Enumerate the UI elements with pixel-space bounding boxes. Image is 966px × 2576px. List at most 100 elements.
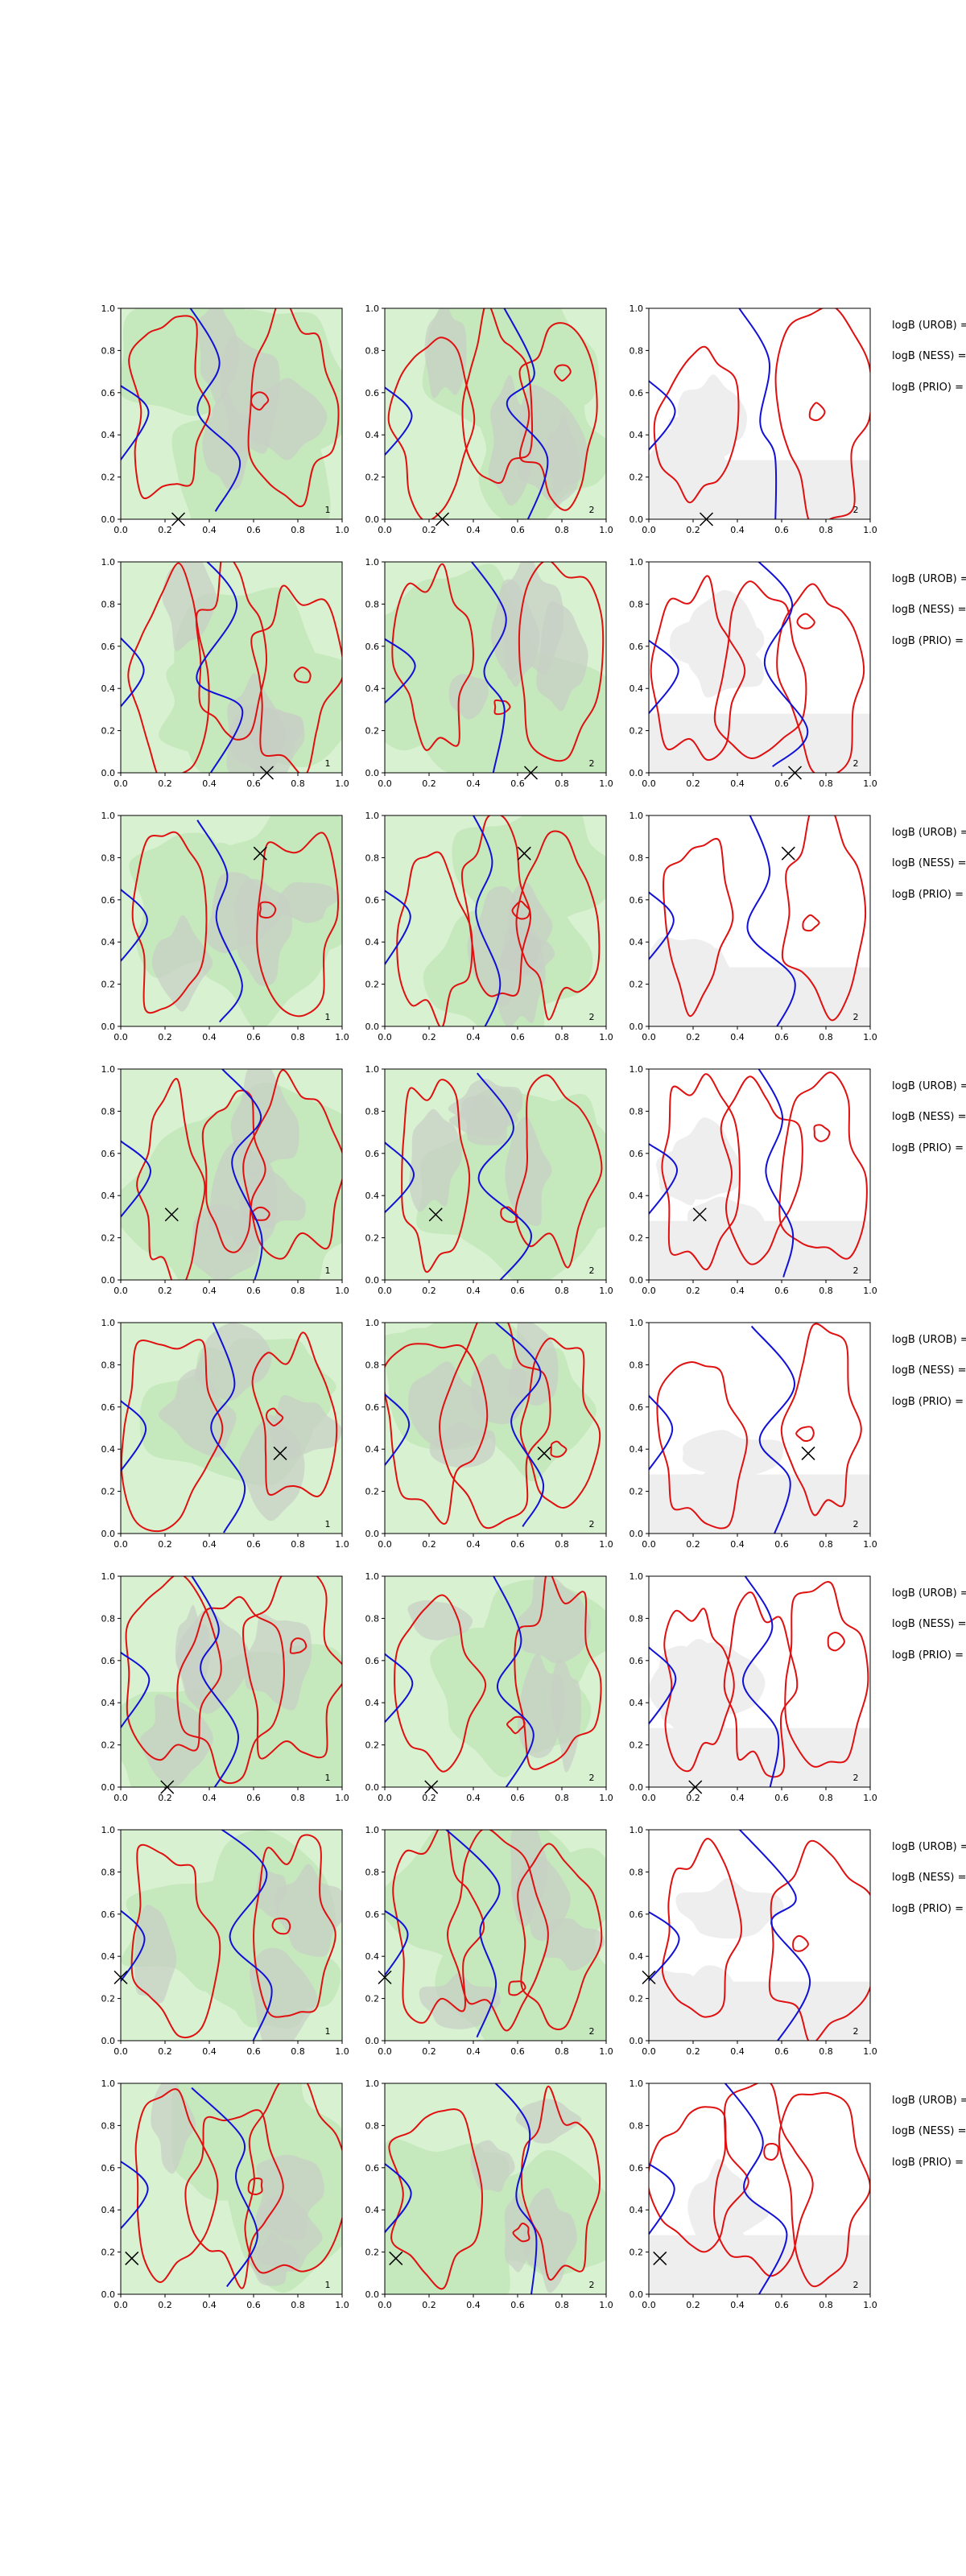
red-contour-line — [195, 562, 268, 741]
x-tick-label: 0.0 — [378, 525, 392, 535]
y-tick-label: 0.4 — [630, 937, 644, 947]
x-tick-label: 0.2 — [158, 525, 172, 535]
y-tick-label: 1.0 — [101, 1571, 116, 1582]
y-tick-label: 0.2 — [365, 726, 380, 737]
y-tick-label: 1.0 — [365, 1825, 380, 1835]
filled-contour — [515, 2099, 582, 2144]
y-tick-label: 0.4 — [630, 1698, 644, 1708]
y-tick-label: 0.2 — [101, 2248, 116, 2258]
red-contour-line — [394, 1594, 487, 1773]
x-tick-label: 0.6 — [774, 1539, 789, 1550]
x-tick-label: 0.2 — [422, 1539, 436, 1550]
y-tick-label: 1.0 — [365, 1571, 380, 1582]
red-contour-line — [242, 1576, 342, 1760]
red-contour-line — [201, 1089, 266, 1253]
y-tick-label: 0.4 — [630, 1191, 644, 1201]
filled-contour — [448, 1095, 518, 1138]
side-label: logB (UROB) = — [892, 827, 966, 839]
red-contour-line — [439, 1323, 551, 1530]
y-tick-label: 0.0 — [630, 514, 644, 525]
axes-frame — [648, 815, 871, 1027]
subplot-r4-c2: 0.00.0 0.2 0.2 0.4 0.4 0.6 0.6 0.8 0.8 1.0 1.0 2 — [365, 1064, 613, 1296]
y-tick-label: 0.8 — [101, 599, 116, 609]
blue-contour-line — [121, 637, 145, 708]
x-tick-label: 1.0 — [863, 1539, 877, 1550]
y-tick-label: 1.0 — [365, 1064, 380, 1075]
red-contour-line — [514, 1074, 603, 1269]
x-tick-label: 0.8 — [819, 1539, 833, 1550]
x-tick-label: 0.8 — [291, 1539, 305, 1550]
red-contour-line — [244, 2083, 342, 2274]
y-tick-label: 0.6 — [101, 1656, 116, 1666]
y-tick-label: 0.6 — [101, 1909, 116, 1920]
x-tick-label: 0.4 — [202, 1539, 217, 1550]
x-tick-label: 0.2 — [686, 1286, 700, 1296]
y-tick-label: 0.0 — [101, 2036, 116, 2046]
x-tick-label: 0.0 — [114, 525, 128, 535]
y-tick-label: 0.0 — [365, 768, 380, 778]
side-label: logB (NESS) = — [892, 1618, 966, 1630]
blue-contour-line — [121, 1140, 152, 1219]
y-tick-label: 0.2 — [101, 1487, 116, 1497]
side-label: logB (UROB) = — [892, 2095, 966, 2107]
red-contour-line — [293, 667, 312, 683]
axes-frame — [384, 1322, 607, 1534]
side-labels-r4: logB (UROB) = logB (NESS) = logB (PRIO) = — [892, 1080, 966, 1154]
y-tick-label: 0.8 — [365, 599, 380, 609]
y-tick-label: 0.0 — [630, 768, 644, 778]
filled-contour — [488, 374, 534, 506]
y-tick-label: 0.2 — [101, 1233, 116, 1244]
blue-contour-line — [121, 888, 148, 963]
plot-area — [121, 1323, 342, 1534]
y-tick-label: 0.2 — [101, 1994, 116, 2004]
side-label: logB (PRIO) = — [892, 889, 964, 901]
x-tick-label: 0.6 — [774, 1032, 789, 1042]
filled-contour — [208, 1644, 342, 1787]
y-tick-label: 0.8 — [630, 1613, 644, 1624]
blue-contour-line — [191, 1576, 240, 1787]
y-tick-label: 0.8 — [101, 345, 116, 356]
blue-contour-line — [649, 1142, 679, 1216]
axes-frame — [120, 2083, 343, 2295]
y-tick-label: 0.4 — [630, 430, 644, 440]
red-contour-line — [251, 1331, 338, 1498]
x-tick-label: 0.6 — [246, 1793, 261, 1803]
subplot-r4-c3: 0.00.0 0.2 0.2 0.4 0.4 0.6 0.6 0.8 0.8 1.0 1.0 2 — [630, 1064, 877, 1296]
subplot-r2-c3: 0.00.0 0.2 0.2 0.4 0.4 0.6 0.6 0.8 0.8 1.0 1.0 2 — [630, 557, 877, 789]
plot-area — [121, 308, 342, 519]
y-tick-label: 0.2 — [630, 473, 644, 483]
y-tick-label: 1.0 — [630, 811, 644, 821]
filled-contour — [245, 1613, 312, 1711]
subplot-r3-c3: 0.00.0 0.2 0.2 0.4 0.4 0.6 0.6 0.8 0.8 1.0 1.0 2 — [630, 811, 877, 1042]
axes-frame — [384, 815, 607, 1027]
y-tick-label: 0.2 — [630, 2248, 644, 2258]
red-contour-line — [650, 575, 746, 762]
y-tick-label: 0.2 — [630, 1740, 644, 1751]
plot-area — [385, 2083, 606, 2294]
filled-contour — [385, 564, 530, 726]
y-tick-label: 0.8 — [101, 852, 116, 863]
panel-corner-label: 1 — [325, 1265, 331, 1276]
x-tick-label: 0.0 — [114, 2300, 128, 2310]
y-tick-label: 1.0 — [365, 303, 380, 314]
panel-corner-label: 1 — [325, 758, 331, 769]
side-labels-r8: logB (UROB) = logB (NESS) = logB (PRIO) = — [892, 2095, 966, 2169]
x-tick-label: 1.0 — [335, 1286, 349, 1296]
x-tick-label: 0.8 — [555, 1032, 569, 1042]
red-contour-line — [508, 1980, 526, 1996]
plot-area — [121, 2083, 342, 2294]
red-contour-line — [774, 308, 870, 519]
red-contour-line — [763, 2142, 779, 2161]
plot-area — [121, 815, 342, 1026]
axes-frame — [120, 1322, 343, 1534]
y-tick-label: 0.8 — [365, 1106, 380, 1117]
red-contour-line — [392, 1830, 485, 2024]
y-tick-label: 0.0 — [101, 1275, 116, 1286]
side-labels-r7: logB (UROB) = logB (NESS) = logB (PRIO) = — [892, 1841, 966, 1915]
y-tick-label: 0.6 — [101, 1402, 116, 1413]
panel-corner-label: 2 — [589, 1773, 595, 1783]
red-contour-line — [520, 2085, 601, 2281]
x-tick-label: 1.0 — [599, 778, 613, 789]
y-tick-label: 0.0 — [365, 1022, 380, 1032]
plot-area — [385, 815, 606, 1026]
